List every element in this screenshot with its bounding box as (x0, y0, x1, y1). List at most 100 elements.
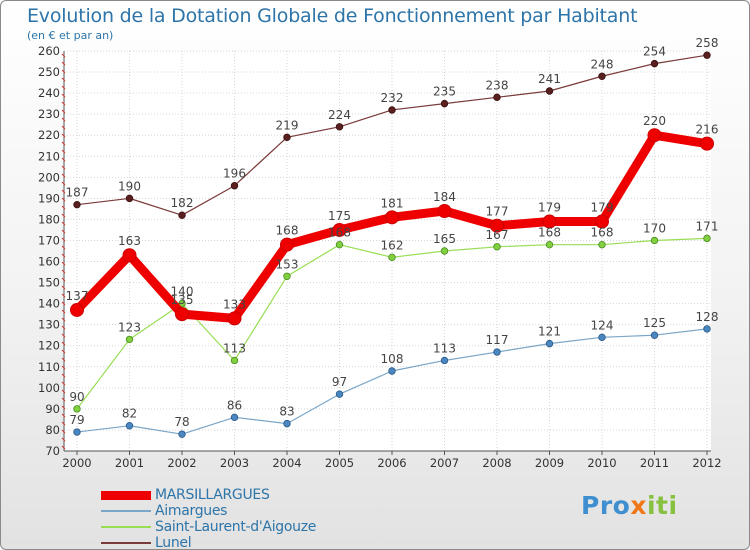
y-axis-dash (61, 429, 66, 434)
y-axis-dash (61, 333, 66, 338)
legend-swatch-lunel (101, 542, 151, 544)
data-label-saint-laurent-2011: 170 (643, 221, 666, 235)
data-point-saint-laurent-2010 (598, 240, 606, 249)
y-tick-label-80: 80 (45, 423, 60, 437)
y-axis-dash (61, 197, 66, 202)
legend-item-saint-laurent: Saint-Laurent-d'Aigouze (101, 519, 316, 535)
y-axis-dash (61, 445, 66, 450)
data-label-marsillargues-2009: 179 (538, 201, 561, 215)
y-axis-dash (61, 221, 66, 226)
y-axis-dash (61, 437, 66, 442)
data-point-marsillargues-2004 (280, 237, 294, 252)
data-label-marsillargues-2005: 175 (328, 209, 351, 223)
data-label-lunel-2011: 254 (643, 45, 666, 59)
legend-swatch-aimargues (101, 510, 151, 512)
chart-subtitle: (en € et par an) (27, 29, 114, 42)
y-axis-dash (61, 381, 66, 386)
data-point-saint-laurent-2011 (650, 236, 659, 245)
y-axis-dash (61, 125, 66, 130)
y-tick-label-120: 120 (38, 339, 60, 353)
y-axis-dash (61, 141, 66, 146)
data-label-marsillargues-2012: 216 (696, 123, 719, 137)
data-point-saint-laurent-2003 (230, 356, 239, 365)
data-point-saint-laurent-2008 (493, 243, 501, 251)
y-tick-label-110: 110 (38, 360, 60, 374)
legend-swatch-saint-laurent (101, 526, 151, 528)
data-point-aimargues-2003 (230, 413, 239, 422)
x-tick-label-2010: 2010 (587, 456, 616, 470)
data-point-aimargues-2001 (125, 422, 134, 430)
x-tick-label-2002: 2002 (167, 456, 196, 470)
y-axis-dash (61, 205, 66, 210)
data-point-marsillargues-2009 (542, 214, 557, 229)
data-label-lunel-2009: 241 (538, 72, 561, 86)
data-label-aimargues-2009: 121 (538, 325, 561, 339)
legend-item-marsillargues: MARSILLARGUES (101, 487, 316, 503)
y-tick-label-70: 70 (45, 444, 60, 458)
data-label-marsillargues-2002: 135 (171, 293, 194, 307)
y-axis-dash (61, 77, 66, 82)
x-tick-label-2006: 2006 (377, 456, 406, 470)
legend-label-marsillargues: MARSILLARGUES (155, 487, 270, 503)
data-label-saint-laurent-2002: 140 (171, 285, 194, 299)
y-tick-label-170: 170 (38, 233, 60, 247)
y-axis-dash (61, 309, 66, 314)
data-point-aimargues-2010 (598, 333, 606, 342)
data-label-saint-laurent-2010: 168 (591, 226, 614, 240)
data-label-marsillargues-2006: 181 (381, 196, 404, 210)
y-axis-dash (61, 317, 66, 322)
data-point-marsillargues-2008 (490, 218, 504, 233)
data-point-lunel-2007 (440, 99, 449, 108)
data-point-marsillargues-2003 (227, 311, 242, 326)
y-tick-label-220: 220 (38, 128, 60, 142)
data-point-lunel-2003 (230, 182, 239, 190)
data-point-aimargues-2004 (283, 419, 291, 428)
x-tick-label-2001: 2001 (115, 456, 144, 470)
data-point-aimargues-2012 (703, 325, 711, 333)
data-label-aimargues-2007: 113 (433, 341, 456, 355)
data-label-lunel-2008: 238 (486, 78, 509, 92)
data-point-aimargues-2008 (493, 348, 501, 356)
data-label-aimargues-2002: 78 (174, 415, 189, 429)
legend-label-lunel: Lunel (155, 535, 192, 550)
y-tick-label-200: 200 (38, 170, 60, 184)
data-point-marsillargues-2007 (437, 204, 452, 218)
data-point-lunel-2009 (545, 87, 554, 95)
y-axis-dash (61, 253, 66, 258)
y-axis-dash (61, 301, 66, 306)
y-axis-dash (61, 349, 66, 354)
data-point-saint-laurent-2009 (545, 240, 554, 249)
data-point-saint-laurent-2007 (440, 247, 449, 255)
x-tick-label-2012: 2012 (692, 456, 721, 470)
x-tick-label-2009: 2009 (535, 456, 564, 470)
data-label-saint-laurent-2007: 165 (433, 232, 456, 246)
data-point-aimargues-2006 (388, 367, 396, 375)
data-label-aimargues-2012: 128 (696, 310, 719, 324)
x-tick-label-2004: 2004 (272, 456, 301, 470)
data-label-aimargues-2011: 125 (643, 316, 666, 330)
data-point-saint-laurent-2000 (73, 405, 81, 413)
data-point-saint-laurent-2001 (125, 335, 134, 344)
data-point-marsillargues-2011 (647, 128, 662, 143)
y-tick-label-150: 150 (38, 276, 60, 290)
y-axis-dash (61, 237, 66, 242)
x-tick-label-2005: 2005 (325, 456, 354, 470)
data-point-aimargues-2000 (73, 428, 81, 436)
y-axis-dash (61, 245, 66, 250)
legend-item-aimargues: Aimargues (101, 503, 316, 519)
logo-part-iti: iti (646, 491, 678, 520)
y-axis-dash (61, 405, 66, 410)
x-tick-label-2003: 2003 (220, 456, 249, 470)
y-tick-label-260: 260 (38, 44, 60, 58)
data-label-marsillargues-2001: 163 (118, 234, 141, 248)
data-point-marsillargues-2002 (175, 307, 189, 322)
y-axis-dash (61, 373, 66, 378)
series-saint-laurent (73, 234, 711, 413)
data-label-aimargues-2005: 97 (332, 375, 347, 389)
data-point-saint-laurent-2002 (178, 299, 186, 308)
y-axis-dash (61, 325, 66, 330)
data-point-aimargues-2009 (545, 339, 554, 348)
y-axis-dash (61, 181, 66, 186)
